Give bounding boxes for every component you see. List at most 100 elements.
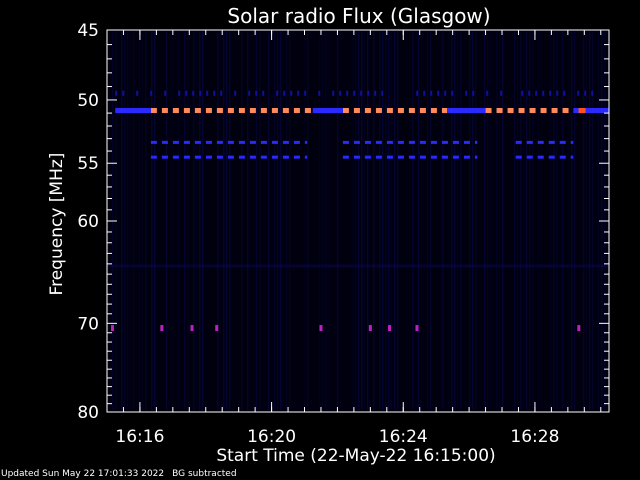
noise-streak [523, 32, 525, 410]
noise-streak [322, 32, 324, 410]
band-dash [172, 140, 179, 144]
noise-streak [514, 32, 516, 410]
band-tick [521, 90, 524, 96]
band-dash [408, 140, 415, 144]
noise-streak [220, 32, 222, 410]
band-hotspot [578, 107, 586, 113]
noise-streak [253, 32, 255, 410]
band-dash [172, 107, 179, 113]
band-tick [360, 90, 363, 96]
noise-streak [229, 32, 231, 410]
noise-streak [364, 32, 366, 410]
burst-point [110, 325, 114, 332]
band-tick [528, 90, 531, 96]
band-dash [419, 155, 426, 159]
band-dash [194, 155, 201, 159]
band-dash [485, 107, 492, 113]
noise-streak [274, 32, 276, 410]
band-tick [150, 90, 153, 96]
noise-streak [592, 32, 594, 410]
noise-streak [457, 32, 459, 410]
noise-streak [469, 32, 471, 410]
noise-streak [280, 32, 282, 410]
burst-point [160, 325, 164, 332]
noise-streak [367, 32, 369, 410]
band-tick [164, 90, 167, 96]
band-tick [591, 90, 594, 96]
noise-streak [391, 32, 393, 410]
x-axis: 16:16 16:20 16:24 16:28 [115, 30, 602, 447]
band-dash [559, 140, 566, 144]
band-tick [430, 90, 433, 96]
band-dash [537, 155, 544, 159]
noise-streak [541, 32, 543, 410]
band-dash [260, 140, 267, 144]
noise-streak [325, 32, 327, 410]
band-tick [262, 90, 265, 96]
band-dash [419, 140, 426, 144]
band-dash [183, 107, 190, 113]
noise-streak [496, 32, 498, 410]
band-dash [260, 155, 267, 159]
noise-streak [307, 32, 309, 410]
band-dash [529, 107, 536, 113]
noise-streak [133, 32, 135, 410]
band-tick [437, 90, 440, 96]
band-dash [183, 155, 190, 159]
band-dash [570, 155, 574, 159]
noise-streak [583, 32, 585, 410]
noise-streak [355, 32, 357, 410]
band-dash [150, 155, 157, 159]
noise-streak [142, 32, 144, 410]
y-tick-label: 45 [77, 21, 99, 41]
band-dash [364, 140, 371, 144]
x-tick-label: 16:16 [115, 427, 164, 447]
band-dash [249, 155, 256, 159]
noise-streak [385, 32, 387, 410]
band-dash [408, 155, 415, 159]
band-dash [238, 107, 245, 113]
band-dash [342, 140, 349, 144]
noise-streak [361, 32, 363, 410]
band-dash [526, 140, 533, 144]
band-tick [381, 90, 384, 96]
band-dash [353, 155, 360, 159]
band-dash [238, 155, 245, 159]
band-dash [419, 107, 426, 113]
band-dash [161, 155, 168, 159]
noise-streak [487, 32, 489, 410]
band-dash [408, 107, 415, 113]
noise-streak [568, 32, 570, 410]
band-dash [570, 140, 574, 144]
band-dash [507, 107, 514, 113]
band-dash [551, 107, 558, 113]
y-tick-label: 60 [77, 212, 99, 232]
plot-background [107, 30, 609, 412]
band-dash [562, 107, 569, 113]
burst-point [577, 325, 581, 332]
band-tick [220, 90, 223, 96]
band-dash [172, 155, 179, 159]
band-tick [178, 90, 181, 96]
band-dash [463, 155, 470, 159]
band-dash [364, 107, 371, 113]
band-tick [549, 90, 552, 96]
band-dash [271, 155, 278, 159]
band-dash [430, 155, 437, 159]
noise-streak [526, 32, 528, 410]
noise-streak [418, 32, 420, 410]
noise-streak [277, 32, 279, 410]
noise-streak [460, 32, 462, 410]
band-dash [150, 107, 157, 113]
band-tick [563, 90, 566, 96]
noise-streak [550, 32, 552, 410]
band-dash [548, 155, 555, 159]
noise-streak [532, 32, 534, 410]
band-dash [293, 155, 300, 159]
y-tick-label: 55 [77, 154, 99, 174]
band-tick [542, 90, 545, 96]
x-tick-label: 16:28 [510, 427, 559, 447]
band-dash [205, 140, 212, 144]
band-dash [386, 155, 393, 159]
band-tick [500, 90, 503, 96]
